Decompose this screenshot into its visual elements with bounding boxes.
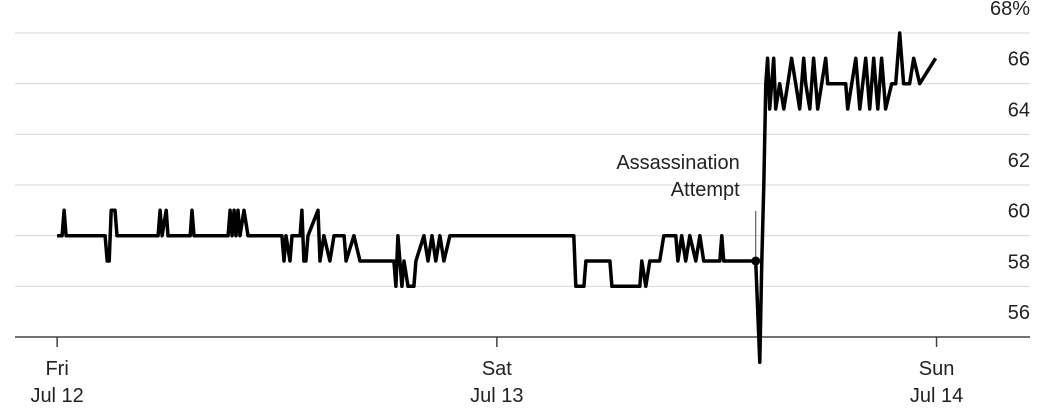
y-tick-label: 62 (1008, 150, 1030, 172)
y-tick-label: 58 (1008, 251, 1030, 273)
line (57, 31, 938, 365)
x-tick-label: Jul 14 (910, 385, 963, 407)
annotation-text: Attempt (671, 179, 740, 201)
y-tick-label: 60 (1008, 201, 1030, 223)
x-tick-label: Fri (45, 358, 68, 380)
x-tick-label: Jul 12 (30, 385, 83, 407)
y-tick-label: 66 (1008, 49, 1030, 71)
x-tick-label: Sat (482, 358, 512, 380)
x-tick-label: Sun (919, 358, 955, 380)
y-tick-label: 56 (1008, 302, 1030, 324)
y-tick-label: 68% (990, 0, 1030, 20)
annotation-dot (751, 256, 761, 266)
annotation-text: Assassination (616, 152, 739, 174)
y-tick-label: 64 (1008, 99, 1030, 121)
x-tick-label: Jul 13 (470, 385, 523, 407)
